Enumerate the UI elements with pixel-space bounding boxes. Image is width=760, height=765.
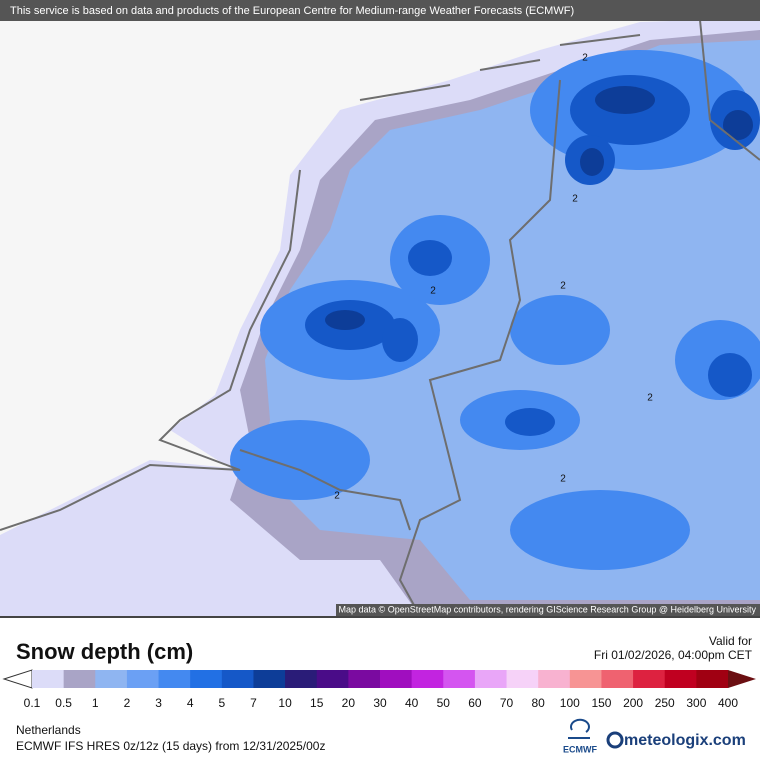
color-segment: [633, 670, 666, 688]
contour-labels: 2 2 2 2 2 2 2: [334, 53, 653, 502]
color-segment: [95, 670, 128, 688]
ecmwf-logo: ECMWF: [563, 744, 597, 754]
tick-label: 15: [310, 696, 324, 710]
contour-label: 2: [572, 194, 578, 205]
color-segment: [569, 670, 602, 688]
tick-label: 5: [218, 696, 225, 710]
tick-label: 7: [250, 696, 257, 710]
colorbar: 0.1 0.5 1 2 3 4 5 7 10 15 20 30 40 50 60 70 80 100 150 200 2…: [24, 670, 756, 710]
tick-label: 40: [405, 696, 419, 710]
color-segment: [126, 670, 160, 688]
map: [0, 18, 760, 617]
contour-label: 2: [647, 393, 653, 404]
color-segment: [411, 670, 444, 688]
color-segment: [63, 670, 96, 688]
color-segment: [664, 670, 697, 688]
tick-label: 0.5: [55, 696, 72, 710]
color-segment: [285, 670, 318, 688]
tick-label: 30: [373, 696, 387, 710]
valid-label: Valid for: [709, 634, 752, 648]
color-segment: [443, 670, 476, 688]
tick-label: 300: [686, 696, 706, 710]
color-segment: [506, 670, 539, 688]
over-triangle: [728, 670, 756, 688]
header-bar: [0, 0, 760, 21]
color-segment: [32, 670, 65, 688]
tick-label: 50: [437, 696, 451, 710]
tick-label: 3: [155, 696, 162, 710]
tick-label: 10: [278, 696, 292, 710]
ecmwf-icon: [568, 718, 590, 739]
model-info: ECMWF IFS HRES 0z/12z (15 days) from 12/…: [16, 739, 325, 753]
tick-label: 400: [718, 696, 738, 710]
legend-title: Snow depth (cm): [16, 639, 193, 664]
color-segment: [538, 670, 571, 688]
borders: [0, 19, 760, 617]
tick-label: 0.1: [24, 696, 41, 710]
attribution: Map data © OpenStreetMap contributors, r…: [339, 604, 757, 614]
brand: meteologix.com: [624, 732, 746, 749]
header-notice: This service is based on data and produc…: [10, 5, 574, 17]
color-segment: [221, 670, 254, 688]
region: Netherlands: [16, 723, 81, 737]
color-segment: [158, 670, 191, 688]
color-segment: [380, 670, 413, 688]
tick-label: 70: [500, 696, 514, 710]
contour-label: 2: [560, 281, 566, 292]
tick-label: 2: [124, 696, 131, 710]
contour-label: 2: [430, 286, 436, 297]
tick-label: 100: [560, 696, 580, 710]
color-segment: [253, 670, 286, 688]
attribution-bar: [336, 604, 760, 616]
contour-label: 2: [560, 474, 566, 485]
color-segment: [696, 670, 729, 688]
tick-label: 200: [623, 696, 643, 710]
color-segment: [348, 670, 381, 688]
valid-time: Fri 01/02/2026, 04:00pm CET: [594, 648, 753, 662]
brand-icon: [606, 731, 624, 749]
tick-label: 80: [532, 696, 546, 710]
snow-1: [260, 40, 760, 600]
tick-label: 20: [342, 696, 356, 710]
tick-label: 60: [468, 696, 482, 710]
tick-label: 150: [591, 696, 611, 710]
color-segment: [474, 670, 508, 688]
contour-label: 2: [334, 491, 340, 502]
under-triangle: [2, 669, 33, 689]
color-segment: [190, 670, 223, 688]
contour-label: 2: [582, 53, 588, 64]
color-segment: [601, 670, 634, 688]
snow-7: [325, 86, 753, 330]
color-segment: [316, 670, 349, 688]
tick-label: 250: [655, 696, 675, 710]
tick-label: 4: [187, 696, 194, 710]
tick-label: 1: [92, 696, 99, 710]
